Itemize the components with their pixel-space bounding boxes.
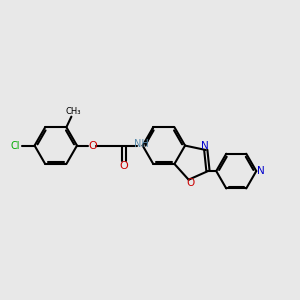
Text: Cl: Cl [11, 141, 20, 151]
Text: CH₃: CH₃ [65, 107, 81, 116]
Text: O: O [88, 141, 97, 151]
Text: N: N [201, 141, 209, 151]
Text: O: O [119, 161, 128, 171]
Text: NH: NH [134, 140, 149, 149]
Text: O: O [186, 178, 194, 188]
Text: N: N [257, 166, 265, 176]
